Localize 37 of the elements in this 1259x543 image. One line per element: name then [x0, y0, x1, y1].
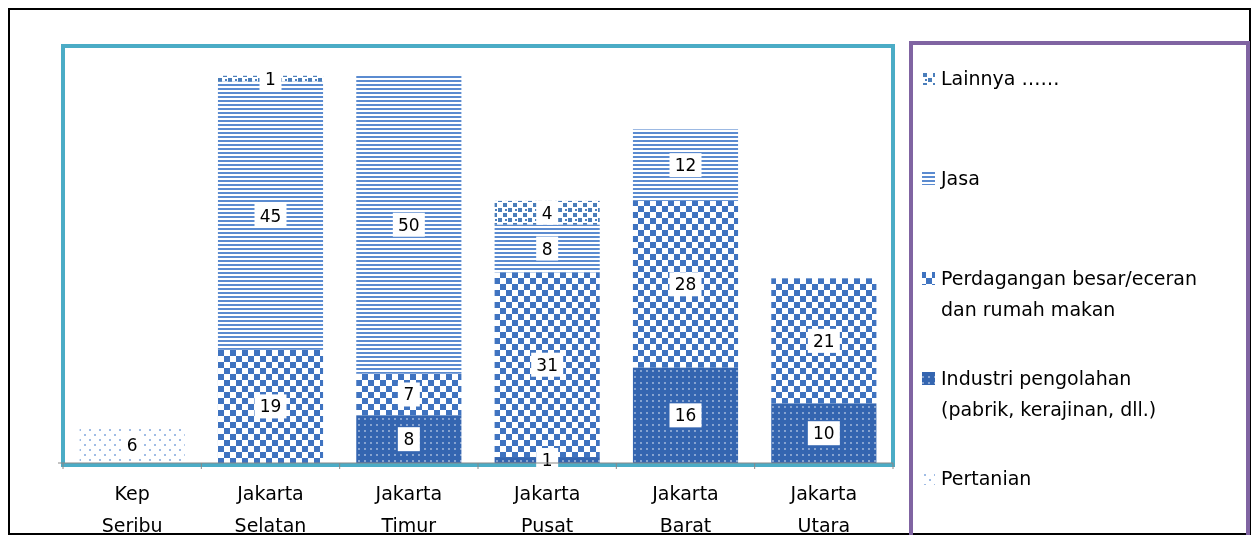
data-label: 1 — [541, 450, 553, 471]
bar — [771, 403, 877, 463]
data-label: 28 — [674, 274, 697, 295]
data-label: 10 — [813, 423, 835, 444]
x-tick-label: Jakarta Selatan — [234, 482, 307, 536]
data-label: 6 — [126, 435, 138, 456]
bar — [494, 224, 600, 273]
data-label: 8 — [403, 429, 415, 450]
data-label: 45 — [259, 205, 282, 226]
legend-label: Industri pengolahan (pabrik, kerajinan, dll.) — [941, 367, 1157, 420]
data-label: 16 — [674, 405, 697, 426]
data-label: 50 — [398, 214, 420, 235]
x-tick-label: Kep Seribu — [101, 482, 163, 536]
x-tick-label: Jakarta Pusat — [512, 482, 581, 536]
bar — [217, 349, 324, 463]
bar — [771, 278, 877, 404]
legend-label: Perdagangan besar/eceran dan rumah makan — [941, 267, 1198, 320]
bar — [632, 367, 739, 463]
bar — [632, 200, 739, 368]
data-label: 1 — [265, 68, 276, 89]
legend-label: Jasa — [940, 167, 980, 189]
legend-label: Pertanian — [941, 467, 1032, 489]
data-label: 7 — [403, 384, 415, 405]
bar — [356, 373, 462, 416]
data-label: 8 — [541, 238, 553, 259]
data-label: 31 — [536, 354, 558, 375]
legend-label: Lainnya …… — [941, 67, 1060, 89]
bar — [356, 415, 462, 463]
bar — [632, 129, 739, 201]
x-tick-label: Jakarta Barat — [651, 482, 719, 536]
data-label: 12 — [674, 155, 697, 176]
data-label: 21 — [813, 330, 835, 351]
bar — [356, 75, 462, 374]
x-tick-label: Jakarta Timur — [374, 482, 443, 536]
x-tick-label: Jakarta Utara — [789, 482, 858, 536]
data-label: 19 — [259, 396, 282, 417]
data-label: 4 — [541, 202, 553, 223]
